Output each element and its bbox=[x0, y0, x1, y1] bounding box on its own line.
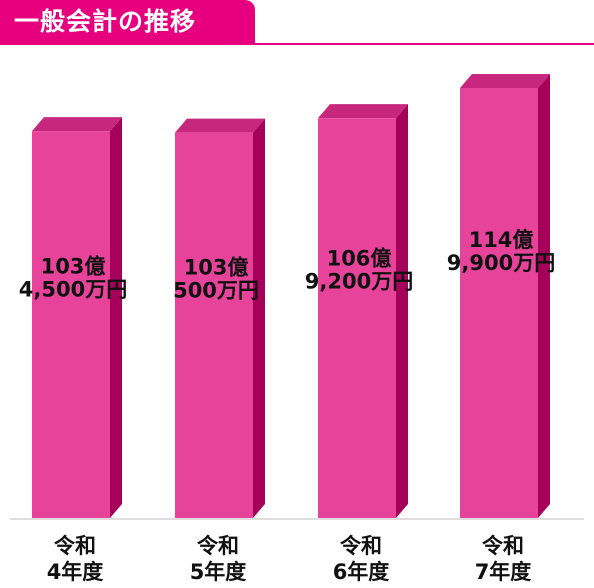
category-label: 令和 bbox=[340, 534, 382, 558]
bar bbox=[175, 132, 253, 518]
data-label: 4,500万円 bbox=[19, 278, 127, 302]
category-label: 令和 bbox=[197, 534, 239, 558]
bar-side bbox=[396, 104, 408, 519]
data-label: 500万円 bbox=[173, 279, 259, 303]
category-label: 7年度 bbox=[475, 560, 532, 584]
chart-title: 一般会計の推移 bbox=[14, 7, 197, 36]
data-label: 114億 bbox=[469, 228, 534, 252]
data-label: 9,200万円 bbox=[305, 270, 413, 294]
bar-top bbox=[460, 74, 550, 88]
data-label: 103億 bbox=[184, 256, 249, 280]
bar-top bbox=[318, 104, 408, 119]
bar-side bbox=[253, 118, 265, 518]
bar-top bbox=[32, 117, 122, 132]
category-label: 4年度 bbox=[47, 560, 104, 584]
title-banner: 一般会計の推移 bbox=[0, 0, 255, 44]
category-label: 6年度 bbox=[333, 560, 390, 584]
category-label: 令和 bbox=[482, 534, 524, 558]
bar-side bbox=[538, 74, 550, 518]
title-underline bbox=[0, 43, 594, 45]
bar bbox=[318, 118, 396, 519]
category-label: 令和 bbox=[54, 534, 96, 558]
bar bbox=[460, 88, 538, 518]
category-label: 5年度 bbox=[190, 560, 247, 584]
data-label: 106億 bbox=[327, 247, 392, 271]
bar-side bbox=[110, 117, 122, 518]
bar bbox=[32, 131, 110, 518]
data-label: 103億 bbox=[41, 255, 106, 279]
bar-top bbox=[175, 118, 265, 133]
data-label: 9,900万円 bbox=[447, 251, 555, 275]
